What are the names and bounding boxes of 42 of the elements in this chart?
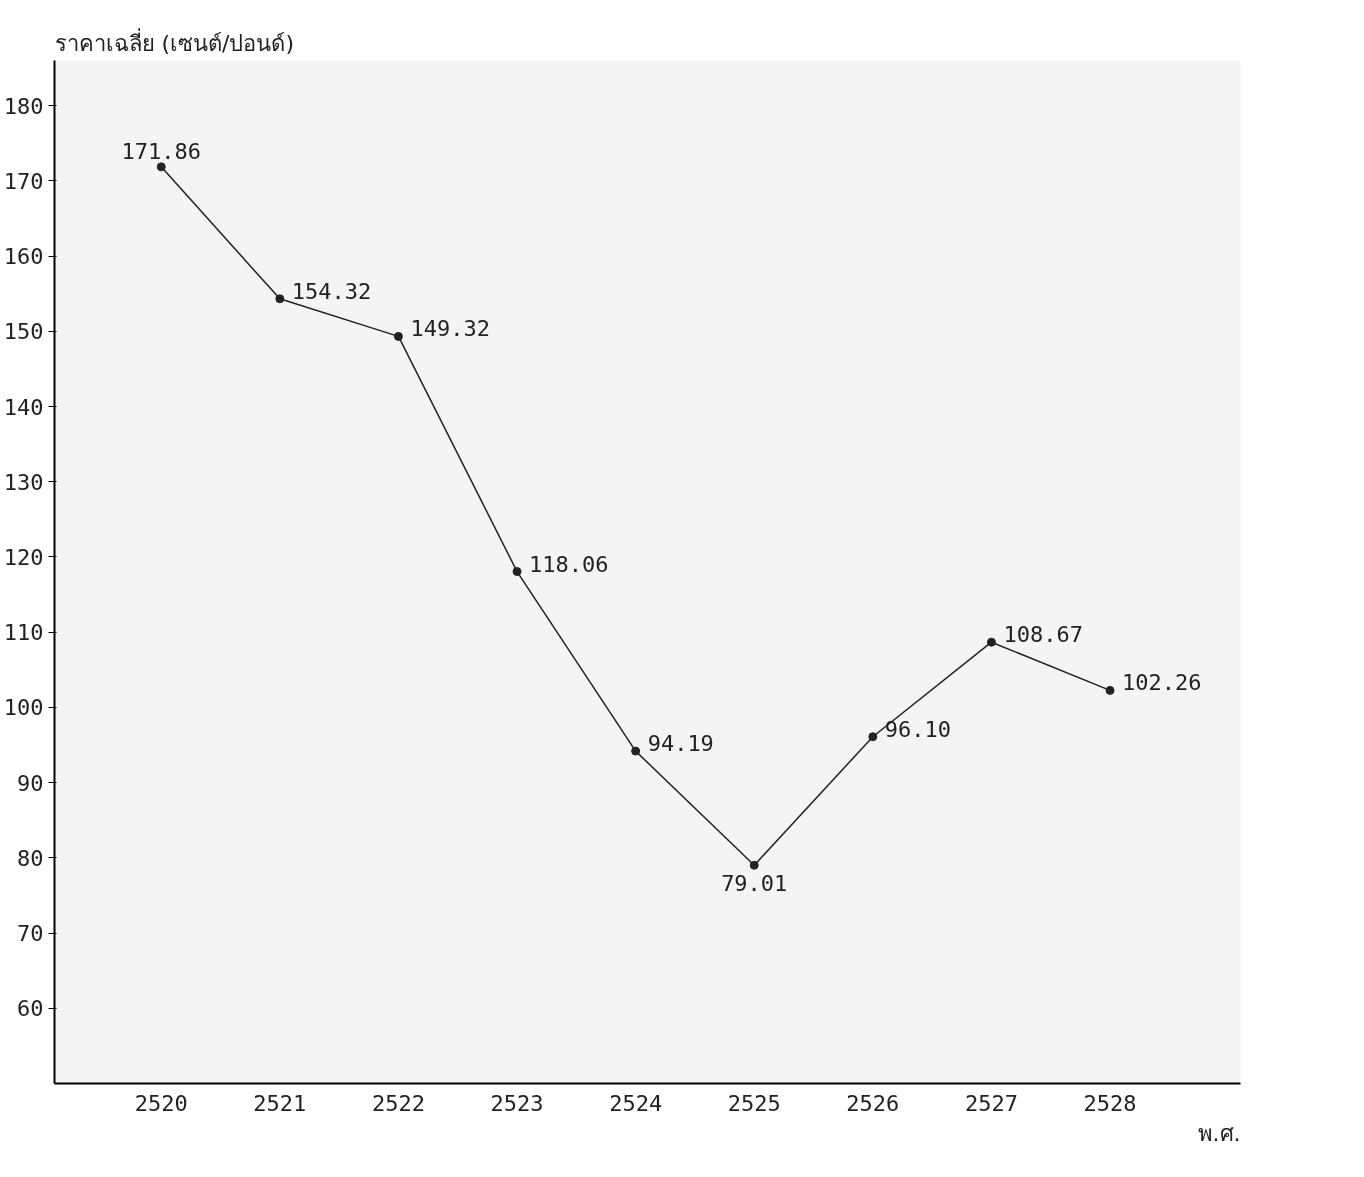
x-tick-label: 2520 (134, 1090, 188, 1116)
x-tick-label: 2523 (490, 1090, 544, 1116)
point (156, 162, 166, 172)
data-label: 154.32 (291, 278, 372, 304)
y-tick-label: 60 (17, 996, 44, 1022)
point (868, 732, 878, 742)
y-tick-label: 90 (17, 770, 44, 796)
y-tick-label: 70 (17, 921, 44, 947)
x-tick-label: 2525 (727, 1090, 781, 1116)
y-tick-label: 80 (17, 845, 44, 871)
data-label: 149.32 (410, 316, 490, 342)
x-tick-label: 2528 (1083, 1090, 1137, 1116)
point (1105, 685, 1115, 695)
x-tick-label: 2522 (371, 1090, 425, 1116)
y-tick-label: 110 (3, 620, 44, 646)
x-tick-label: 2521 (253, 1090, 307, 1116)
y-tick-label: 180 (3, 93, 44, 119)
data-label: 79.01 (721, 871, 788, 897)
x-tick-label: 2526 (846, 1090, 900, 1116)
x-axis-title: พ.ศ. (1197, 1120, 1241, 1146)
y-tick-label: 150 (3, 319, 44, 345)
y-tick-label: 160 (3, 244, 44, 270)
y-tick-label: 130 (3, 469, 44, 495)
data-label: 108.67 (1003, 622, 1083, 648)
point (749, 860, 759, 870)
x-tick-label: 2527 (964, 1090, 1018, 1116)
point (512, 567, 522, 577)
data-label: 96.10 (884, 716, 952, 742)
y-tick-label: 140 (3, 394, 44, 420)
y-tick-label: 120 (3, 544, 44, 570)
y-tick-label: 170 (3, 168, 44, 194)
y-tick-label: 100 (3, 695, 44, 721)
data-label: 102.26 (1122, 670, 1202, 696)
point (275, 294, 285, 304)
y-axis-title: ราคาเฉลี่ย (เซนต์/ปอนด์) (54, 27, 295, 56)
point (631, 746, 641, 756)
data-label: 94.19 (647, 731, 714, 757)
data-label: 118.06 (529, 551, 609, 577)
data-label: 171.86 (121, 138, 201, 164)
point (393, 331, 403, 341)
x-tick-label: 2524 (609, 1090, 663, 1116)
point (986, 637, 996, 647)
